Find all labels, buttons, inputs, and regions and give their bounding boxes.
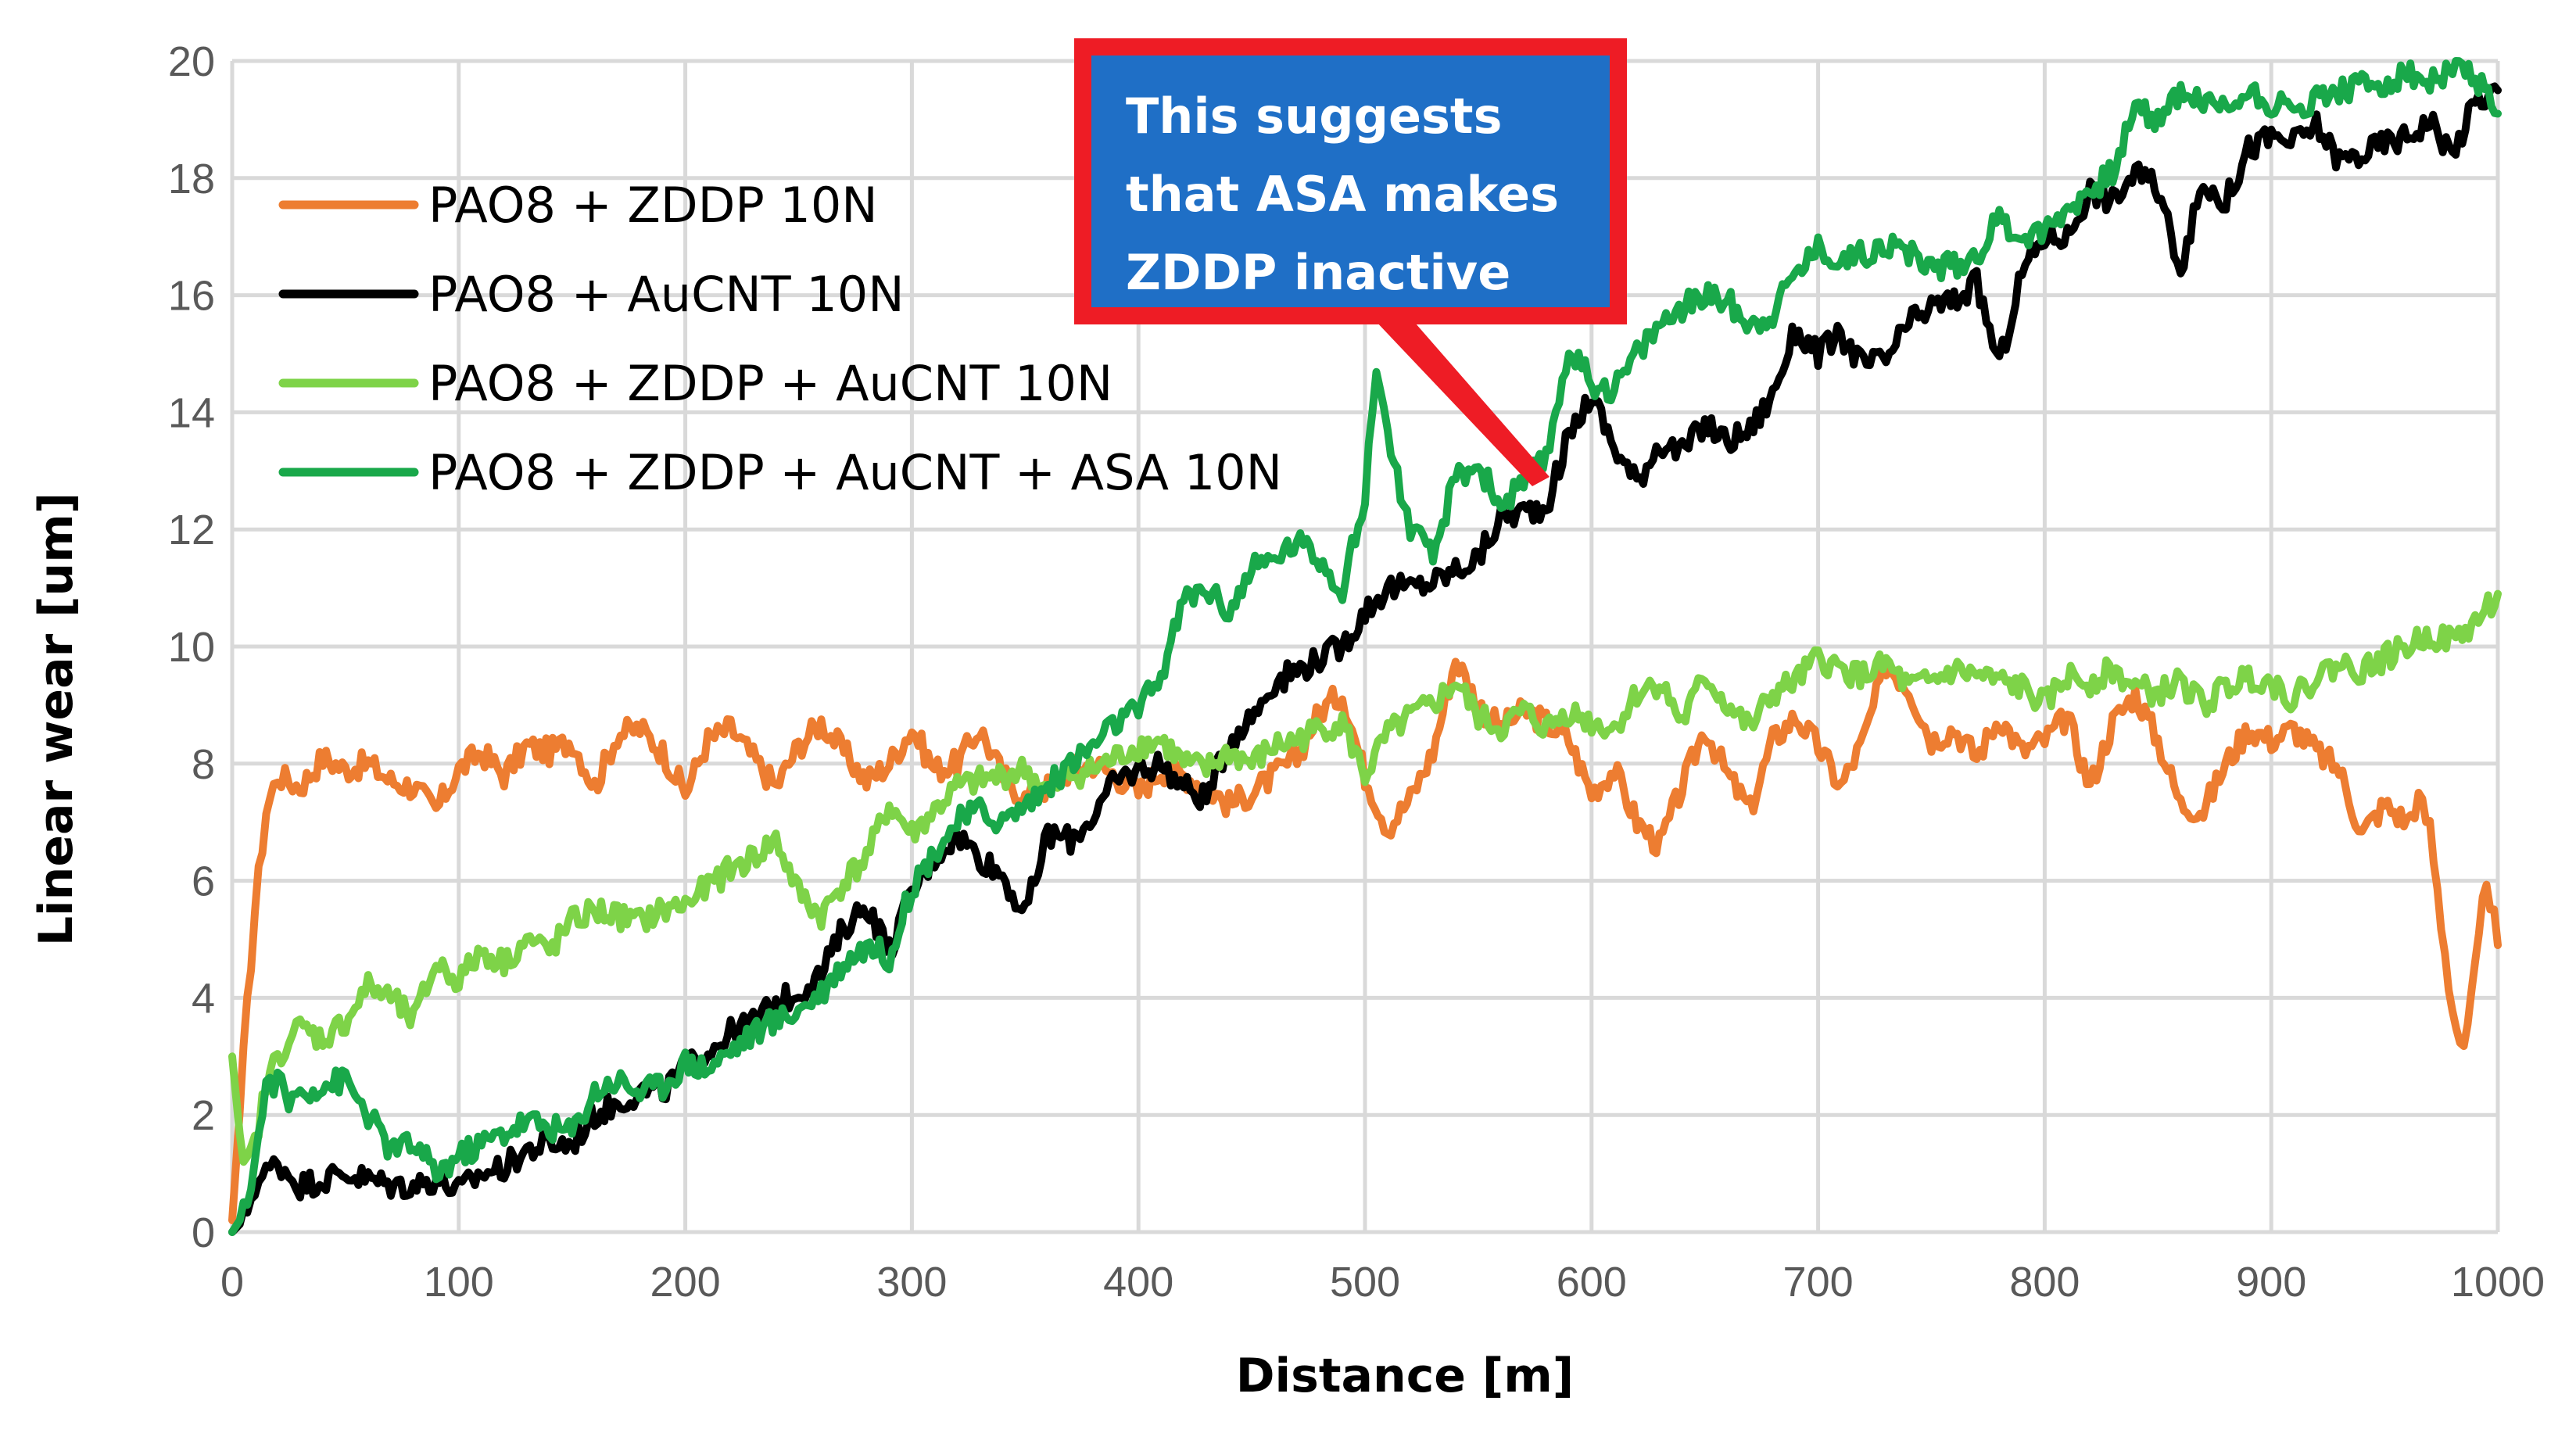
y-tick-label: 0 xyxy=(192,1209,215,1256)
callout-line-2: that ASA makes xyxy=(1126,166,1559,223)
legend-item: PAO8 + ZDDP + AuCNT 10N xyxy=(278,355,1112,412)
legend-item: PAO8 + AuCNT 10N xyxy=(278,266,905,323)
y-tick-label: 18 xyxy=(168,156,215,202)
x-tick-label: 900 xyxy=(2236,1259,2306,1306)
x-tick-label: 700 xyxy=(1783,1259,1854,1306)
x-tick-label: 800 xyxy=(2009,1259,2080,1306)
y-tick-label: 8 xyxy=(192,741,215,788)
y-tick-label: 10 xyxy=(168,624,215,671)
x-tick-label: 1000 xyxy=(2451,1259,2545,1306)
x-tick-label: 100 xyxy=(424,1259,494,1306)
y-tick-label: 12 xyxy=(168,507,215,553)
legend-label-pao8-zddp: PAO8 + ZDDP 10N xyxy=(428,177,878,234)
x-tick-label: 400 xyxy=(1103,1259,1173,1306)
legend-item: PAO8 + ZDDP + AuCNT + ASA 10N xyxy=(278,444,1282,501)
legend-item: PAO8 + ZDDP 10N xyxy=(278,177,878,234)
y-axis-tick-labels: 0 2 4 6 8 10 12 14 16 18 20 xyxy=(168,38,215,1256)
legend-label-pao8-zddp-aucnt: PAO8 + ZDDP + AuCNT 10N xyxy=(428,355,1112,412)
series-line-2 xyxy=(228,82,2502,1236)
x-tick-label: 300 xyxy=(876,1259,947,1306)
y-tick-label: 2 xyxy=(192,1092,215,1139)
y-tick-label: 6 xyxy=(192,858,215,905)
legend-label-pao8-zddp-aucnt-asa: PAO8 + ZDDP + AuCNT + ASA 10N xyxy=(428,444,1282,501)
callout-annotation: This suggests that ASA makes ZDDP inacti… xyxy=(1074,38,1627,486)
y-tick-label: 14 xyxy=(168,389,215,436)
y-tick-label: 16 xyxy=(168,273,215,320)
x-axis-title: Distance [m] xyxy=(1236,1349,1574,1403)
y-tick-label: 20 xyxy=(168,38,215,85)
x-tick-label: 200 xyxy=(650,1259,721,1306)
series-line-3 xyxy=(228,589,2502,1166)
x-axis-tick-labels: 0 100 200 300 400 500 600 700 800 900 1000 xyxy=(220,1259,2545,1306)
y-axis-title: Linear wear [um] xyxy=(29,493,84,946)
callout-line-1: This suggests xyxy=(1126,88,1502,145)
legend: PAO8 + ZDDP 10N PAO8 + AuCNT 10N PAO8 + … xyxy=(278,177,1282,501)
series-lines xyxy=(228,57,2502,1236)
callout-pointer xyxy=(1360,305,1550,486)
series-line-4 xyxy=(228,57,2502,1236)
legend-label-pao8-aucnt: PAO8 + AuCNT 10N xyxy=(428,266,905,323)
x-tick-label: 0 xyxy=(220,1259,244,1306)
callout-line-3: ZDDP inactive xyxy=(1126,244,1510,301)
y-tick-label: 4 xyxy=(192,975,215,1022)
x-tick-label: 600 xyxy=(1557,1259,1627,1306)
callout-box xyxy=(1074,38,1627,324)
x-tick-label: 500 xyxy=(1330,1259,1400,1306)
